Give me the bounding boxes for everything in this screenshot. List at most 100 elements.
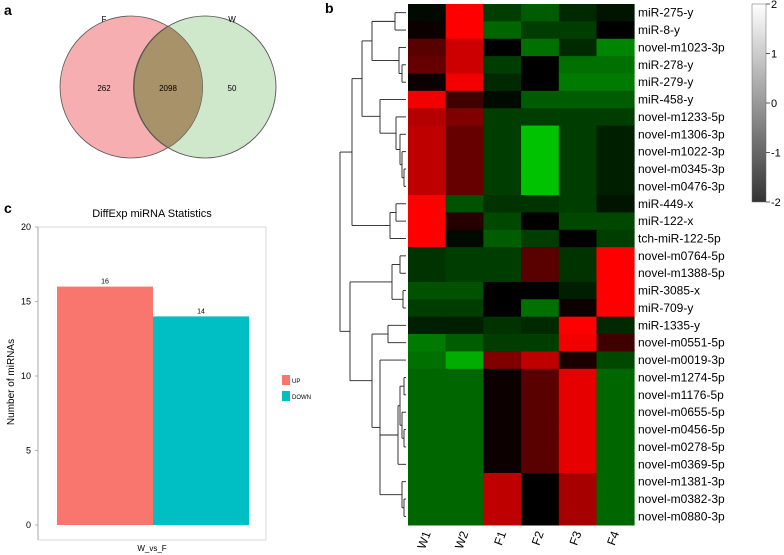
heatmap-row-label: novel-m0456-5p: [638, 423, 725, 437]
heatmap-cell: [596, 420, 635, 439]
heatmap-cell: [483, 455, 522, 474]
heatmap-cell: [596, 403, 635, 422]
heatmap-cell: [408, 108, 447, 126]
heatmap-cell: [483, 472, 522, 491]
venn-count-intersection: 2098: [159, 84, 177, 93]
heatmap-cell: [483, 212, 522, 231]
heatmap-row-label: miR-458-y: [638, 93, 693, 107]
heatmap-cell: [483, 490, 522, 509]
heatmap-cell: [596, 160, 635, 179]
heatmap-cell: [558, 299, 597, 318]
heatmap-cell: [408, 73, 447, 92]
bar-data-label-down: 14: [197, 308, 205, 315]
heatmap-cell: [483, 229, 522, 248]
venn-set-w-outline: [133, 15, 277, 159]
heatmap-row-label: novel-m0278-5p: [638, 440, 725, 454]
heatmap-cell: [408, 38, 447, 57]
color-key-tick-label: 0: [771, 98, 777, 110]
heatmap-cell: [408, 160, 447, 179]
heatmap-cell: [596, 108, 635, 126]
venn-count-f-only: 262: [97, 84, 111, 93]
heatmap-cell: [408, 142, 447, 161]
heatmap-row-label: novel-m1233-5p: [638, 110, 725, 124]
heatmap-cell: [558, 264, 597, 283]
heatmap-cell: [558, 4, 597, 22]
heatmap-cell: [521, 247, 560, 265]
heatmap-row-label: novel-m0764-5p: [638, 249, 725, 263]
heatmap-cell: [483, 351, 522, 370]
heatmap-cell: [483, 316, 522, 335]
heatmap-cell: [521, 195, 560, 213]
bar-chart-title: DiffExp miRNA Statistics: [92, 208, 212, 220]
heatmap-cell: [408, 490, 447, 509]
heatmap-cell: [596, 4, 635, 22]
heatmap-cell: [558, 229, 597, 248]
heatmap-column-label: W2: [452, 529, 471, 551]
heatmap-row-label: novel-m1388-5p: [638, 266, 725, 280]
heatmap-cell: [408, 125, 447, 144]
heatmap-cell: [596, 212, 635, 231]
heatmap-cell: [558, 316, 597, 335]
heatmap-row-label: miR-122-x: [638, 214, 693, 228]
heatmap-cell: [558, 368, 597, 387]
heatmap-cell: [521, 108, 560, 126]
heatmap-cell: [521, 125, 560, 144]
heatmap-row-label: miR-3085-x: [638, 284, 700, 298]
heatmap-cell: [483, 56, 522, 74]
heatmap-cell: [408, 334, 447, 352]
heatmap-color-key: 2 1 0 -1 -2: [751, 0, 781, 209]
bar-category-label: W_vs_F: [137, 544, 166, 553]
heatmap-cell: [483, 334, 522, 352]
venn-set-label-w: W: [228, 15, 236, 24]
heatmap-cell: [408, 455, 447, 474]
heatmap-row-label: miR-1335-y: [638, 318, 700, 332]
heatmap-cell: [521, 472, 560, 491]
heatmap-cell: [521, 160, 560, 179]
heatmap-cell: [596, 316, 635, 335]
heatmap-cell: [445, 386, 484, 404]
heatmap-cell: [408, 472, 447, 491]
heatmap-row-label: novel-m0369-5p: [638, 457, 725, 471]
panel-label-c: c: [4, 200, 12, 216]
heatmap-cell: [408, 368, 447, 387]
bar-down: [153, 316, 249, 525]
heatmap-row-label: novel-m0880-3p: [638, 509, 725, 523]
heatmap-cell: [558, 21, 597, 40]
heatmap-cell: [408, 264, 447, 283]
heatmap-cell: [558, 507, 597, 526]
heatmap-cell: [408, 21, 447, 40]
heatmap-cell: [408, 438, 447, 457]
heatmap-cell: [596, 56, 635, 74]
color-key-tick-label: 1: [771, 49, 777, 61]
heatmap-cell: [445, 264, 484, 283]
heatmap-row-label: novel-m1022-3p: [638, 145, 725, 159]
bar-data-label-up: 16: [101, 279, 109, 286]
heatmap-cell: [408, 386, 447, 404]
heatmap-cell: [408, 316, 447, 335]
heatmap-cell: [483, 420, 522, 439]
heatmap-cell: [521, 420, 560, 439]
heatmap-row-label: miR-449-x: [638, 197, 693, 211]
heatmap-column-label: F1: [491, 529, 509, 547]
heatmap-cell: [483, 125, 522, 144]
heatmap-row-label: novel-m0551-5p: [638, 336, 725, 350]
heatmap-cell: [521, 334, 560, 352]
heatmap-cell: [483, 4, 522, 22]
bar-y-tick-label: 20: [21, 222, 31, 232]
heatmap-cell: [521, 212, 560, 231]
heatmap-row-label: novel-m1274-5p: [638, 370, 725, 384]
heatmap-cell: [483, 281, 522, 300]
heatmap-cell: [445, 160, 484, 179]
heatmap-cell: [558, 386, 597, 404]
heatmap-cell: [483, 264, 522, 283]
heatmap-cell: [596, 507, 635, 526]
heatmap-cell: [483, 368, 522, 387]
heatmap-row-label: miR-8-y: [638, 23, 680, 37]
heatmap-cell: [521, 455, 560, 474]
heatmap-cell: [445, 73, 484, 92]
heatmap-cell: [408, 90, 447, 109]
color-key-tick-label: 2: [771, 0, 777, 11]
heatmap-cell: [521, 438, 560, 457]
heatmap-cell: [596, 281, 635, 300]
heatmap-cell: [445, 142, 484, 161]
